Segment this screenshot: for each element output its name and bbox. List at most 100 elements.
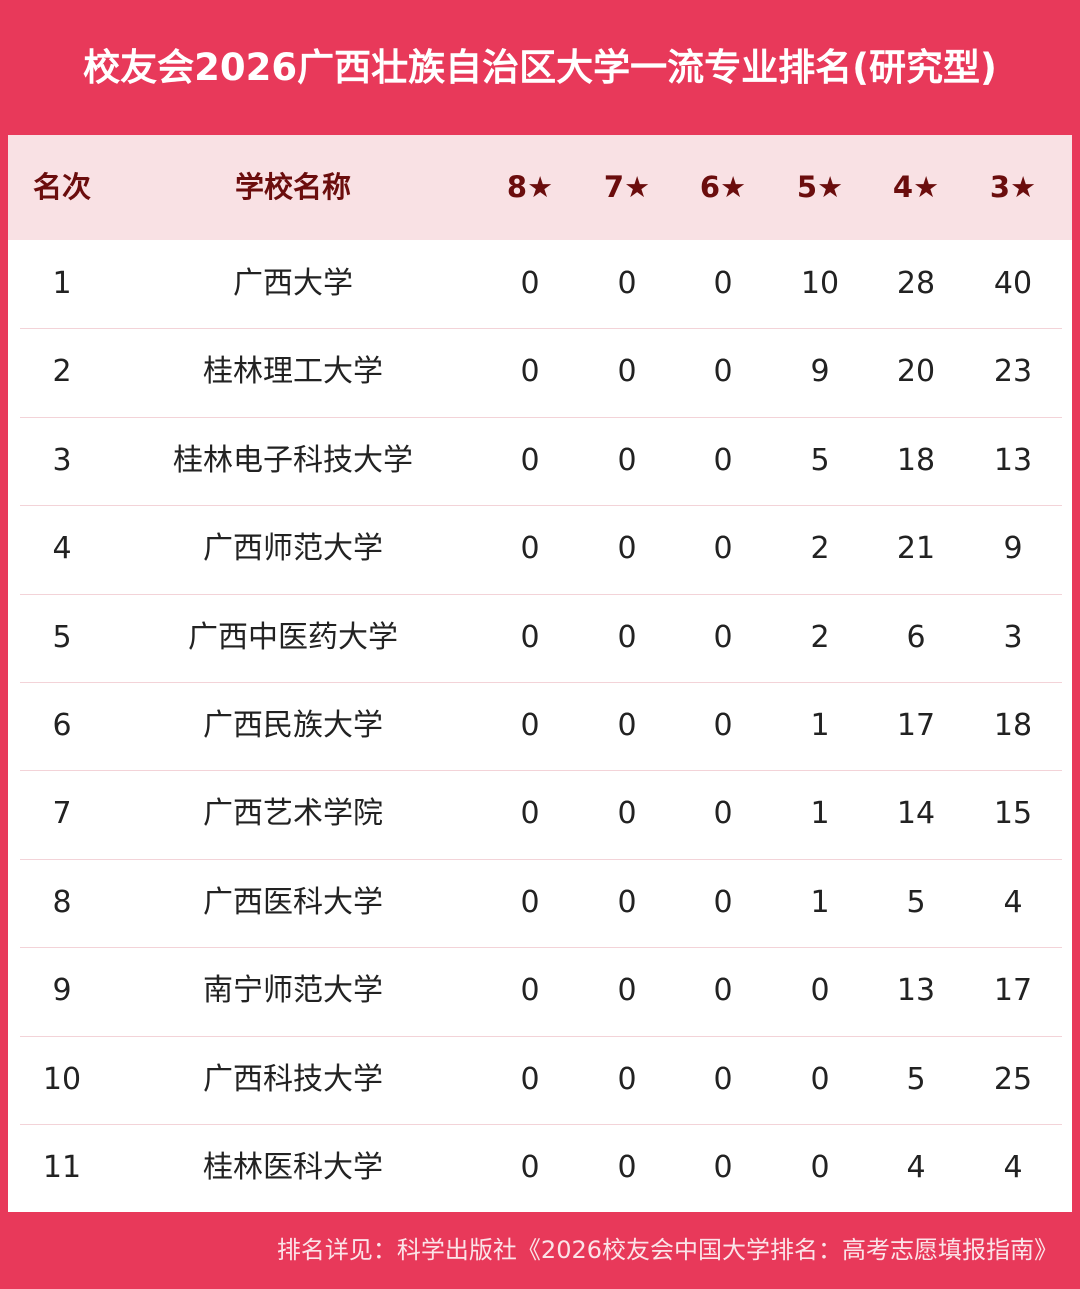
table-cell: 0	[810, 973, 830, 1009]
table-cell: 0	[520, 884, 540, 920]
school-name: 桂林理工大学	[203, 354, 383, 390]
table-cell: 0	[617, 708, 637, 743]
footer-source: 排名详见：科学出版社《2026校友会中国大学排名：高考志愿填报指南》	[276, 1236, 1058, 1264]
table-cell: 9	[1003, 531, 1023, 567]
table-cell: 11	[42, 1150, 82, 1185]
row-divider	[20, 770, 1062, 772]
table-cell: 13	[896, 973, 936, 1009]
column-header: 6★	[699, 170, 747, 204]
table-cell: 0	[713, 442, 733, 478]
table-cell: 9	[52, 973, 72, 1009]
table-cell: 7	[52, 796, 72, 832]
column-header: 4★	[892, 170, 940, 204]
table-cell: 18	[896, 442, 936, 478]
column-header: 名次	[32, 170, 92, 204]
row-divider	[20, 947, 1062, 949]
school-name: 广西中医药大学	[188, 619, 398, 655]
table-cell: 2	[52, 354, 72, 390]
title: 校友会2026广西壮族自治区大学一流专业排名(研究型)	[83, 46, 997, 89]
table-cell: 0	[520, 619, 540, 655]
table-cell: 1	[810, 884, 830, 920]
table-cell: 0	[617, 619, 637, 655]
table-cell: 1	[52, 266, 72, 301]
table-cell: 0	[617, 531, 637, 567]
table-cell: 0	[617, 1061, 637, 1097]
row-divider	[20, 593, 1062, 595]
row-divider	[20, 1124, 1062, 1125]
row-divider	[20, 1035, 1062, 1037]
table-cell: 0	[520, 1061, 540, 1097]
table-cell: 0	[713, 531, 733, 567]
table-cell: 0	[810, 1061, 830, 1097]
table: 名次 学校名称 8★ 7★ 6★ 5★ 4★ 3★ 1 广西大学 0 0 0 10 28 40 2 桂林理工大学…	[8, 135, 1072, 1212]
table-cell: 0	[617, 354, 637, 390]
table-cell: 40	[993, 266, 1033, 301]
table-cell: 0	[520, 1150, 540, 1185]
table-cell: 3	[1003, 619, 1023, 655]
column-header: 7★	[603, 170, 651, 204]
table-cell: 1	[810, 708, 830, 743]
table-cell: 5	[906, 884, 926, 920]
table-cell: 1	[810, 796, 830, 832]
school-name: 广西艺术学院	[203, 796, 383, 832]
school-name: 广西医科大学	[203, 884, 383, 920]
table-cell: 21	[896, 531, 936, 567]
table-cell: 0	[520, 973, 540, 1009]
table-cell: 0	[713, 619, 733, 655]
table-cell: 0	[617, 442, 637, 478]
school-name: 广西大学	[233, 266, 353, 301]
table-cell: 23	[993, 354, 1033, 390]
table-cell: 0	[713, 1061, 733, 1097]
table-cell: 28	[896, 266, 936, 301]
table-cell: 13	[993, 442, 1033, 478]
school-name: 广西科技大学	[203, 1061, 383, 1097]
row-divider	[20, 505, 1062, 507]
school-name: 广西民族大学	[203, 708, 383, 743]
table-cell: 9	[810, 354, 830, 390]
table-cell: 0	[520, 266, 540, 301]
table-cell: 0	[713, 708, 733, 743]
column-header: 3★	[989, 170, 1037, 204]
school-name: 桂林电子科技大学	[173, 442, 413, 478]
table-cell: 0	[520, 796, 540, 832]
table-cell: 20	[896, 354, 936, 390]
table-cell: 10	[800, 266, 840, 301]
table-cell: 3	[52, 442, 72, 478]
table-cell: 5	[52, 619, 72, 655]
table-cell: 15	[993, 796, 1033, 832]
table-cell: 17	[993, 973, 1033, 1009]
school-name: 桂林医科大学	[203, 1150, 383, 1185]
column-header: 5★	[796, 170, 844, 204]
table-cell: 8	[52, 884, 72, 920]
table-cell: 25	[993, 1061, 1033, 1097]
table-cell: 0	[617, 884, 637, 920]
table-cell: 0	[713, 354, 733, 390]
table-cell: 0	[520, 531, 540, 567]
table-cell: 0	[617, 973, 637, 1009]
table-cell: 0	[713, 973, 733, 1009]
table-cell: 0	[713, 266, 733, 301]
table-cell: 0	[520, 708, 540, 743]
table-cell: 10	[42, 1061, 82, 1097]
table-cell: 4	[906, 1150, 926, 1185]
row-divider	[20, 328, 1062, 330]
table-cell: 0	[520, 354, 540, 390]
table-cell: 6	[52, 708, 72, 743]
table-cell: 4	[52, 531, 72, 567]
table-cell: 14	[896, 796, 936, 832]
table-cell: 6	[906, 619, 926, 655]
table-cell: 0	[520, 442, 540, 478]
row-divider	[20, 416, 1062, 418]
table-cell: 5	[906, 1061, 926, 1097]
row-divider	[20, 858, 1062, 860]
column-header: 8★	[506, 170, 554, 204]
school-name: 南宁师范大学	[203, 973, 383, 1009]
table-cell: 0	[713, 884, 733, 920]
table-cell: 18	[993, 708, 1033, 743]
school-name: 广西师范大学	[203, 531, 383, 567]
table-cell: 17	[896, 708, 936, 743]
table-cell: 4	[1003, 884, 1023, 920]
row-divider	[20, 682, 1062, 683]
table-cell: 2	[810, 619, 830, 655]
